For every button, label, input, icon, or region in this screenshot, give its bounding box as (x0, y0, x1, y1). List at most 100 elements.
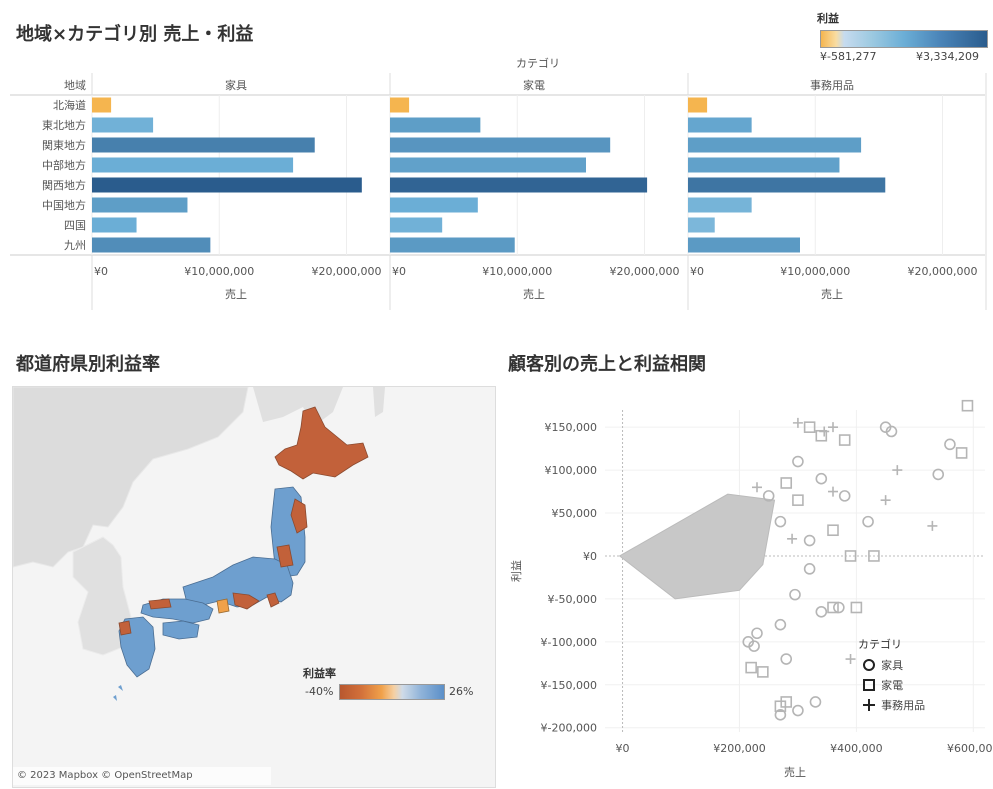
scatter-point-appliance[interactable] (850, 601, 863, 614)
scatter-point-furniture[interactable] (762, 490, 775, 502)
scatter-point-appliance[interactable] (961, 399, 974, 412)
scatter-point-furniture[interactable] (792, 455, 804, 468)
scatter-point-furniture[interactable] (803, 563, 816, 575)
bar[interactable] (390, 117, 481, 133)
map-legend-max: 26% (449, 685, 474, 698)
scatter-point-furniture[interactable] (809, 696, 822, 708)
bar[interactable] (390, 197, 478, 213)
bar[interactable] (92, 117, 154, 133)
scatter-point-appliance[interactable] (827, 524, 839, 537)
scatter-point-appliance[interactable] (803, 421, 816, 433)
panel-header: 家電 (523, 78, 545, 92)
scatter-point-furniture[interactable] (885, 425, 898, 438)
scatter-point-office[interactable] (828, 422, 838, 433)
scatter-point-office[interactable] (927, 520, 938, 531)
customer-scatter-plot[interactable]: ¥150,000 ¥100,000 ¥50,000 ¥0 ¥-50,000 ¥-100,0… (500, 380, 993, 789)
region-label: 四国 (64, 219, 86, 232)
x-tick-label: ¥0 (690, 265, 704, 278)
bar[interactable] (390, 217, 443, 233)
scatter-point-appliance[interactable] (757, 666, 769, 678)
map-legend-gradient[interactable] (339, 684, 445, 700)
bar[interactable] (688, 157, 840, 173)
bar[interactable] (688, 177, 886, 193)
customer-point-cluster[interactable] (618, 493, 776, 600)
square-icon (863, 678, 875, 691)
scatter-point-appliance[interactable] (827, 601, 839, 614)
region-label: 北海道 (53, 98, 86, 112)
scatter-point-office[interactable] (845, 654, 856, 665)
scatter-point-office[interactable] (819, 426, 830, 437)
nagasaki (118, 620, 132, 636)
scatter-point-appliance[interactable] (745, 661, 757, 674)
scatter-point-furniture[interactable] (748, 640, 760, 652)
scatter-legend-item-furniture[interactable]: 家具 (862, 654, 903, 672)
x-tick-label: ¥20,000,000 (610, 265, 680, 278)
scatter-point-appliance[interactable] (780, 477, 793, 489)
bar[interactable] (92, 197, 188, 213)
scatter-point-appliance[interactable] (868, 550, 880, 562)
scatter-point-furniture[interactable] (792, 704, 804, 717)
bar[interactable] (92, 157, 294, 173)
scatter-legend-item-appliances[interactable]: 家電 (862, 674, 904, 692)
scatter-point-furniture[interactable] (803, 534, 816, 547)
bar[interactable] (92, 217, 137, 233)
scatter-point-appliance[interactable] (955, 447, 968, 459)
scatter-point-furniture[interactable] (815, 605, 828, 618)
bar[interactable] (390, 177, 648, 193)
panel-header: 事務用品 (810, 78, 854, 92)
honshu-central (182, 556, 294, 608)
scatter-point-appliance[interactable] (844, 550, 857, 562)
scatter-point-furniture[interactable] (789, 588, 801, 601)
prefecture-map[interactable]: 利益率 -40% 26% © 2023 Mapbox © OpenStreetM… (12, 386, 496, 788)
bar[interactable] (688, 97, 708, 113)
scatter-point-furniture[interactable] (838, 490, 851, 502)
bar[interactable] (92, 137, 315, 153)
bar[interactable] (390, 137, 611, 153)
scatter-legend-item-office[interactable]: 事務用品 (862, 694, 925, 712)
bar[interactable] (92, 97, 112, 113)
x-tick-label: ¥200,000 (713, 742, 766, 755)
chiba (266, 592, 280, 608)
scatter-point-furniture[interactable] (774, 709, 787, 721)
scatter-point-office[interactable] (752, 482, 762, 493)
scatter-point-furniture[interactable] (774, 618, 787, 631)
scatter-point-appliance[interactable] (838, 434, 851, 446)
bar[interactable] (688, 117, 752, 133)
scatter-point-office[interactable] (792, 417, 803, 428)
scatter-point-appliance[interactable] (774, 700, 787, 713)
region-label: 九州 (64, 239, 86, 252)
scatter-point-office[interactable] (787, 533, 798, 544)
bar[interactable] (688, 137, 862, 153)
scatter-point-office[interactable] (892, 465, 903, 476)
region-row-header: 地域 (64, 79, 86, 92)
x-axis-label: 売上 (523, 288, 545, 301)
scatter-point-furniture[interactable] (815, 472, 828, 485)
scatter-point-office[interactable] (828, 486, 838, 497)
scatter-point-appliance[interactable] (792, 494, 804, 506)
x-axis-label: 売上 (784, 766, 806, 779)
scatter-point-furniture[interactable] (862, 515, 874, 528)
plus-icon (863, 698, 875, 711)
bar[interactable] (390, 237, 515, 253)
scatter-point-furniture[interactable] (774, 515, 787, 528)
scatter-legend-label: 家電 (881, 679, 904, 692)
bar[interactable] (688, 197, 752, 213)
bar[interactable] (688, 217, 715, 233)
bar[interactable] (92, 237, 211, 253)
x-tick-label: ¥600,000 (947, 742, 993, 755)
bar[interactable] (390, 97, 410, 113)
scatter-point-furniture[interactable] (944, 438, 956, 451)
bar[interactable] (688, 237, 800, 253)
bar[interactable] (92, 177, 362, 193)
scatter-point-furniture[interactable] (833, 601, 845, 614)
scatter-point-furniture[interactable] (780, 653, 793, 665)
mainland-asia (13, 387, 249, 568)
bar[interactable] (390, 157, 586, 173)
profit-legend-gradient[interactable] (820, 30, 988, 48)
scatter-point-office[interactable] (880, 495, 891, 506)
scatter-point-furniture[interactable] (751, 627, 763, 640)
scatter-point-furniture[interactable] (932, 468, 945, 481)
ibaraki (276, 544, 294, 568)
x-tick-label: ¥10,000,000 (184, 265, 254, 278)
